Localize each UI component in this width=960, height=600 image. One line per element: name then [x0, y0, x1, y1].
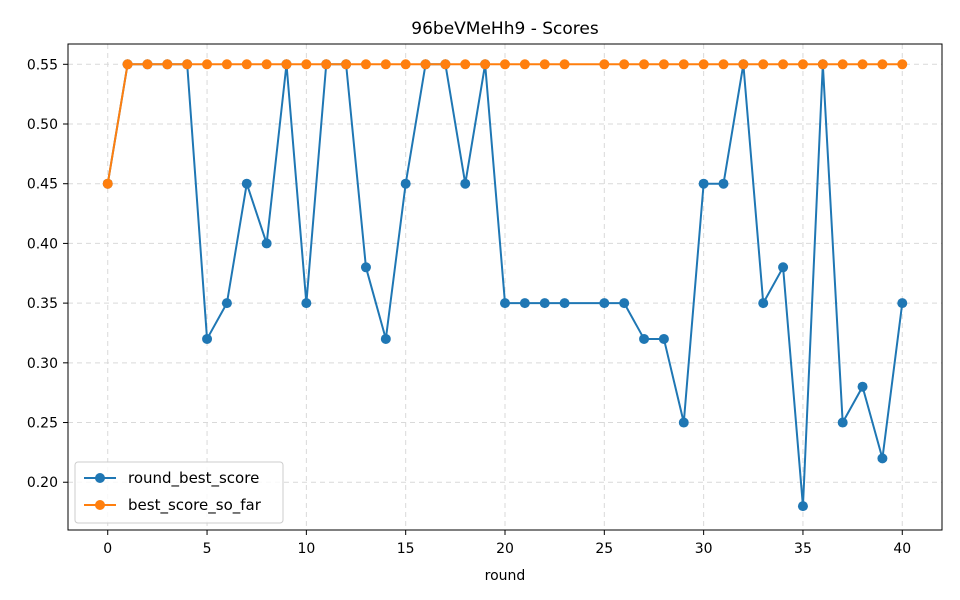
legend-marker-round-best-score	[95, 473, 105, 483]
data-point-best-score-so-far	[221, 59, 232, 70]
data-point-best-score-so-far	[698, 59, 709, 70]
data-point-best-score-so-far	[539, 59, 550, 70]
data-point-best-score-so-far	[639, 59, 650, 70]
x-tick-label: 20	[496, 541, 514, 557]
data-point-best-score-so-far	[380, 59, 391, 70]
x-tick-label: 40	[893, 541, 911, 557]
data-point-best-score-so-far	[797, 59, 808, 70]
y-tick-label: 0.35	[27, 296, 58, 312]
data-point-best-score-so-far	[440, 59, 451, 70]
x-axis-title: round	[485, 568, 526, 584]
series-line-best-score-so-far	[106, 63, 903, 184]
data-point-round-best-score	[599, 298, 610, 309]
data-point-best-score-so-far	[500, 59, 510, 70]
legend-label-best-score-so-far: best_score_so_far	[128, 496, 262, 515]
data-point-round-best-score	[559, 298, 570, 309]
data-point-best-score-so-far	[559, 59, 570, 70]
data-point-round-best-score	[400, 178, 411, 189]
data-point-round-best-score	[857, 381, 868, 392]
data-point-best-score-so-far	[857, 59, 868, 70]
data-point-best-score-so-far	[360, 59, 371, 70]
data-point-round-best-score	[241, 178, 252, 189]
data-point-round-best-score	[261, 238, 272, 249]
data-point-best-score-so-far	[261, 59, 272, 70]
data-point-best-score-so-far	[241, 59, 252, 70]
data-point-round-best-score	[360, 262, 371, 273]
data-point-best-score-so-far	[778, 59, 789, 70]
data-point-best-score-so-far	[897, 59, 908, 70]
data-point-best-score-so-far	[718, 59, 729, 70]
data-point-round-best-score	[221, 298, 232, 309]
data-point-best-score-so-far	[420, 59, 431, 70]
data-point-round-best-score	[202, 333, 213, 344]
data-point-round-best-score	[639, 333, 650, 344]
grid-lines	[68, 44, 942, 530]
data-point-best-score-so-far	[281, 59, 292, 70]
data-point-round-best-score	[897, 298, 908, 309]
data-point-best-score-so-far	[182, 59, 193, 70]
data-point-round-best-score	[460, 178, 471, 189]
series-best-score-so-far	[102, 59, 908, 189]
y-tick-label: 0.45	[27, 177, 58, 193]
data-point-best-score-so-far	[817, 59, 828, 70]
x-tick-label: 30	[695, 541, 713, 557]
data-point-round-best-score	[797, 501, 808, 512]
data-point-best-score-so-far	[460, 59, 471, 70]
data-point-round-best-score	[380, 333, 391, 344]
x-tick-label: 15	[397, 541, 415, 557]
legend: round_best_score best_score_so_far	[74, 461, 284, 524]
data-point-round-best-score	[519, 298, 530, 309]
axis-ticks: 0 5 10 15 20 25 30 35 40 0.20 0.25 0.30 0.35 0.40 0.45…	[27, 57, 911, 557]
legend-box	[74, 461, 284, 524]
data-point-best-score-so-far	[321, 59, 332, 70]
data-point-best-score-so-far	[877, 59, 888, 70]
data-point-round-best-score	[778, 262, 789, 273]
data-point-round-best-score	[877, 453, 888, 464]
data-point-best-score-so-far	[519, 59, 530, 70]
y-tick-label: 0.40	[27, 236, 58, 252]
data-point-best-score-so-far	[758, 59, 769, 70]
y-tick-label: 0.30	[27, 356, 58, 372]
data-point-best-score-so-far	[122, 59, 133, 70]
data-point-round-best-score	[758, 298, 769, 309]
data-point-best-score-so-far	[400, 59, 411, 70]
data-point-best-score-so-far	[480, 59, 491, 70]
x-tick-label: 0	[103, 541, 112, 557]
data-point-round-best-score	[539, 298, 550, 309]
x-tick-label: 10	[297, 541, 315, 557]
data-point-round-best-score	[658, 333, 669, 344]
series-line-round-best-score	[106, 63, 904, 508]
data-point-best-score-so-far	[658, 59, 669, 70]
data-point-best-score-so-far	[102, 178, 113, 189]
y-tick-label: 0.50	[27, 117, 58, 133]
data-point-best-score-so-far	[678, 59, 689, 70]
legend-marker-best-score-so-far	[95, 500, 105, 510]
data-point-round-best-score	[698, 178, 709, 189]
data-point-round-best-score	[301, 298, 312, 309]
series-layer	[102, 59, 908, 512]
data-point-best-score-so-far	[837, 59, 848, 70]
data-point-round-best-score	[837, 417, 848, 428]
data-point-best-score-so-far	[142, 59, 153, 70]
data-point-best-score-so-far	[162, 59, 173, 70]
data-point-best-score-so-far	[341, 59, 352, 70]
chart-title: 96beVMeHh9 - Scores	[411, 19, 599, 39]
x-tick-label: 5	[203, 541, 212, 557]
data-point-best-score-so-far	[301, 59, 312, 70]
data-point-best-score-so-far	[202, 59, 213, 70]
y-tick-label: 0.55	[27, 57, 58, 73]
data-point-best-score-so-far	[599, 59, 610, 70]
y-tick-label: 0.20	[27, 475, 58, 491]
data-point-round-best-score	[678, 417, 689, 428]
data-point-best-score-so-far	[738, 59, 749, 70]
legend-label-round-best-score: round_best_score	[128, 469, 259, 488]
data-point-round-best-score	[718, 178, 729, 189]
data-point-round-best-score	[619, 298, 630, 309]
data-point-best-score-so-far	[619, 59, 630, 70]
data-point-round-best-score	[500, 298, 510, 309]
x-tick-label: 35	[794, 541, 812, 557]
y-tick-label: 0.25	[27, 416, 58, 432]
x-tick-label: 25	[595, 541, 613, 557]
